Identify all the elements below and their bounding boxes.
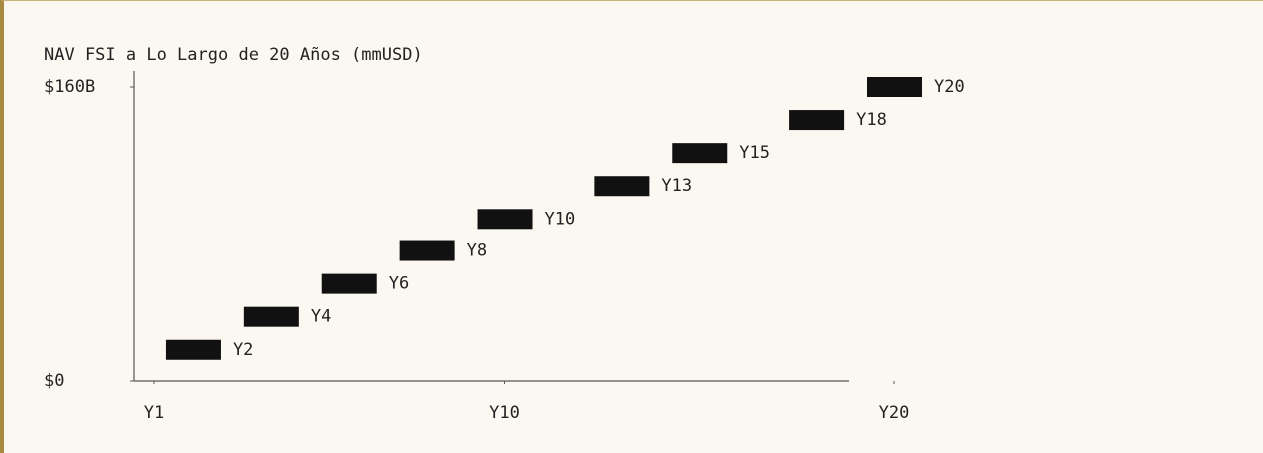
point-block bbox=[243, 306, 299, 327]
point-label: Y4 bbox=[311, 307, 331, 327]
point-block bbox=[165, 339, 221, 360]
y-tick-label: $160B bbox=[44, 77, 95, 97]
point-label: Y13 bbox=[661, 176, 692, 196]
x-tick-label: Y1 bbox=[144, 403, 164, 423]
point-label: Y8 bbox=[467, 241, 487, 261]
chart: NAV FSI a Lo Largo de 20 Años (mmUSD) $0… bbox=[44, 45, 965, 423]
point-block bbox=[867, 77, 922, 97]
point-label: Y2 bbox=[233, 340, 253, 360]
point-block bbox=[672, 143, 728, 164]
point-label: Y20 bbox=[934, 77, 965, 97]
point-block bbox=[321, 273, 377, 294]
point-label: Y15 bbox=[739, 143, 770, 163]
point-block bbox=[594, 176, 650, 197]
point-label: Y10 bbox=[545, 209, 576, 229]
chart-title: NAV FSI a Lo Largo de 20 Años (mmUSD) bbox=[44, 45, 423, 65]
y-tick-label: $0 bbox=[44, 371, 64, 391]
point-block bbox=[399, 240, 455, 261]
point-block bbox=[477, 209, 533, 230]
point-label: Y6 bbox=[389, 274, 409, 294]
x-tick-label: Y10 bbox=[489, 403, 520, 423]
point-block bbox=[789, 110, 845, 131]
x-tick-label: Y20 bbox=[879, 403, 910, 423]
point-label: Y18 bbox=[856, 110, 887, 130]
